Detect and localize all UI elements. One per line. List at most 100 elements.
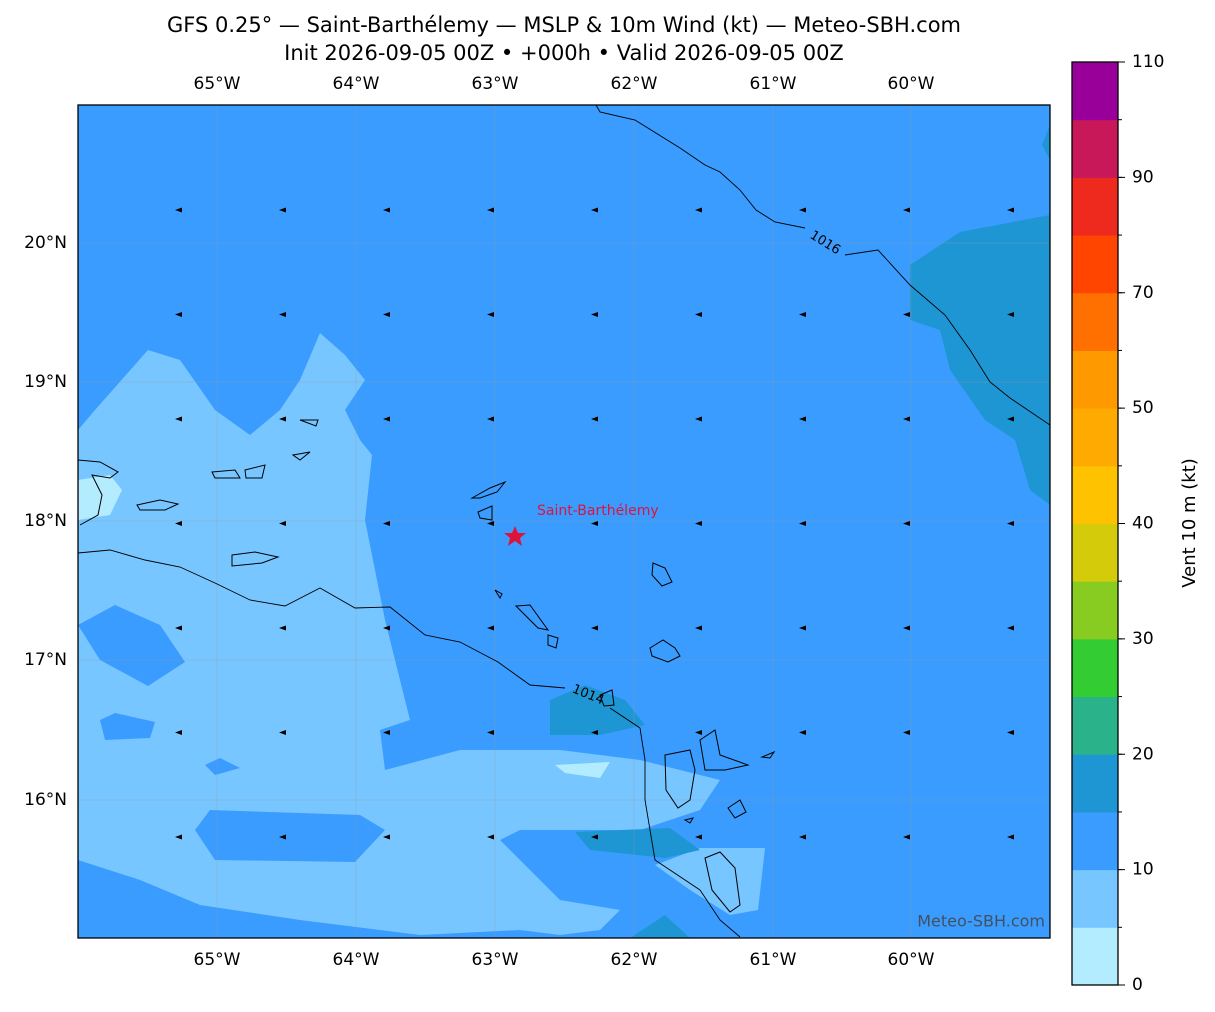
lon-label: 61°W bbox=[750, 950, 797, 970]
lat-label: 16°N bbox=[24, 790, 67, 810]
wind-arrow bbox=[279, 312, 286, 317]
wind-arrow bbox=[695, 625, 702, 631]
lon-label: 62°W bbox=[611, 950, 658, 970]
colorbar-segment bbox=[1072, 696, 1118, 755]
wind-arrow bbox=[695, 207, 702, 213]
wind-arrow bbox=[1007, 521, 1014, 526]
wind-arrow bbox=[695, 416, 702, 422]
wind-arrow bbox=[1007, 730, 1014, 735]
lon-label: 62°W bbox=[611, 74, 658, 94]
map-area: 1016 1014 Saint-Barthélemy Meteo-SBH.com bbox=[78, 105, 1050, 938]
colorbar-tick-label: 40 bbox=[1132, 514, 1154, 534]
wind-arrow bbox=[383, 834, 390, 840]
colorbar-segment bbox=[1072, 350, 1118, 409]
wind-arrow bbox=[383, 521, 390, 526]
colorbar-segment bbox=[1072, 292, 1118, 351]
wind-arrow bbox=[591, 834, 598, 840]
wind-arrow bbox=[175, 416, 182, 422]
lat-label: 18°N bbox=[24, 511, 67, 531]
wind-arrow bbox=[175, 730, 182, 735]
wind-arrow bbox=[383, 625, 390, 631]
lon-label: 64°W bbox=[333, 74, 380, 94]
wind-arrow bbox=[487, 834, 494, 840]
colorbar-segment bbox=[1072, 638, 1118, 698]
wind-arrow bbox=[279, 625, 286, 631]
colorbar-segment bbox=[1072, 581, 1118, 640]
wind-arrow bbox=[279, 416, 286, 422]
colorbar-tick-label: 70 bbox=[1132, 283, 1154, 303]
wind-arrow bbox=[1007, 207, 1014, 213]
wind-arrow bbox=[799, 730, 806, 735]
wind-arrow bbox=[799, 625, 806, 631]
colorbar-segment bbox=[1072, 927, 1118, 986]
wind-arrow bbox=[695, 312, 702, 317]
colorbar-segment bbox=[1072, 235, 1118, 294]
lat-label: 17°N bbox=[24, 650, 67, 670]
wind-arrow bbox=[903, 730, 910, 735]
lon-label: 61°W bbox=[750, 74, 797, 94]
wind-arrow bbox=[903, 521, 910, 526]
wind-arrow bbox=[903, 834, 910, 840]
wind-arrow bbox=[591, 521, 598, 526]
wind-arrow bbox=[591, 416, 598, 422]
wind-arrow bbox=[1007, 625, 1014, 631]
lon-label: 65°W bbox=[194, 74, 241, 94]
wind-arrow bbox=[383, 207, 390, 213]
colorbar-tick-label: 0 bbox=[1132, 975, 1143, 995]
colorbar-segment bbox=[1072, 811, 1118, 871]
wind-arrow bbox=[175, 834, 182, 840]
wind-arrow bbox=[487, 625, 494, 631]
place-marker bbox=[504, 526, 526, 546]
lat-label: 19°N bbox=[24, 372, 67, 392]
colorbar-segment bbox=[1072, 408, 1118, 467]
place-label: Saint-Barthélemy bbox=[537, 503, 659, 519]
wind-arrow bbox=[175, 521, 182, 526]
colorbar-segment bbox=[1072, 523, 1118, 582]
colorbar-segment bbox=[1072, 754, 1118, 813]
wind-arrow bbox=[903, 625, 910, 631]
colorbar-tick-label: 20 bbox=[1132, 744, 1154, 764]
colorbar-segment bbox=[1072, 177, 1118, 236]
wind-arrow bbox=[1007, 834, 1014, 840]
lon-label: 63°W bbox=[472, 950, 519, 970]
lon-label: 60°W bbox=[888, 74, 935, 94]
wind-arrow bbox=[591, 625, 598, 631]
lat-label: 20°N bbox=[24, 233, 67, 253]
wind-arrow bbox=[591, 312, 598, 317]
wind-arrow bbox=[487, 207, 494, 213]
colorbar-label: Vent 10 m (kt) bbox=[1179, 458, 1200, 588]
title: GFS 0.25° — Saint-Barthélemy — MSLP & 10… bbox=[167, 13, 961, 37]
wind-arrow bbox=[279, 521, 286, 526]
wind-arrow bbox=[591, 730, 598, 735]
wind-arrow bbox=[799, 834, 806, 840]
wind-arrow bbox=[279, 834, 286, 840]
colorbar-tick-label: 10 bbox=[1132, 860, 1154, 880]
wind-arrow bbox=[487, 521, 494, 526]
wind-arrow bbox=[695, 521, 702, 526]
wind-arrow bbox=[799, 416, 806, 422]
colorbar-tick-label: 30 bbox=[1132, 629, 1154, 649]
wind-arrow bbox=[903, 312, 910, 317]
lon-label: 64°W bbox=[333, 950, 380, 970]
wind-arrow bbox=[383, 312, 390, 317]
wind-arrow bbox=[903, 207, 910, 213]
colorbar-tick-label: 110 bbox=[1132, 52, 1164, 72]
wind-arrow bbox=[175, 625, 182, 631]
wind-arrow bbox=[799, 207, 806, 213]
wind-arrow bbox=[591, 207, 598, 213]
colorbar-segment bbox=[1072, 62, 1118, 121]
wind-arrow bbox=[279, 207, 286, 213]
wind-arrow bbox=[175, 207, 182, 213]
wind-arrow bbox=[487, 730, 494, 735]
colorbar-segment bbox=[1072, 869, 1118, 928]
colorbar-tick-label: 50 bbox=[1132, 398, 1154, 418]
wind-arrow bbox=[903, 416, 910, 422]
wind-arrow bbox=[799, 521, 806, 526]
wind-arrow bbox=[279, 730, 286, 735]
subtitle: Init 2026-09-05 00Z • +000h • Valid 2026… bbox=[284, 41, 844, 65]
wind-arrow bbox=[383, 730, 390, 735]
wind-arrow bbox=[695, 730, 702, 735]
wind-arrow bbox=[1007, 416, 1014, 422]
lon-label: 60°W bbox=[888, 950, 935, 970]
lon-label: 65°W bbox=[194, 950, 241, 970]
